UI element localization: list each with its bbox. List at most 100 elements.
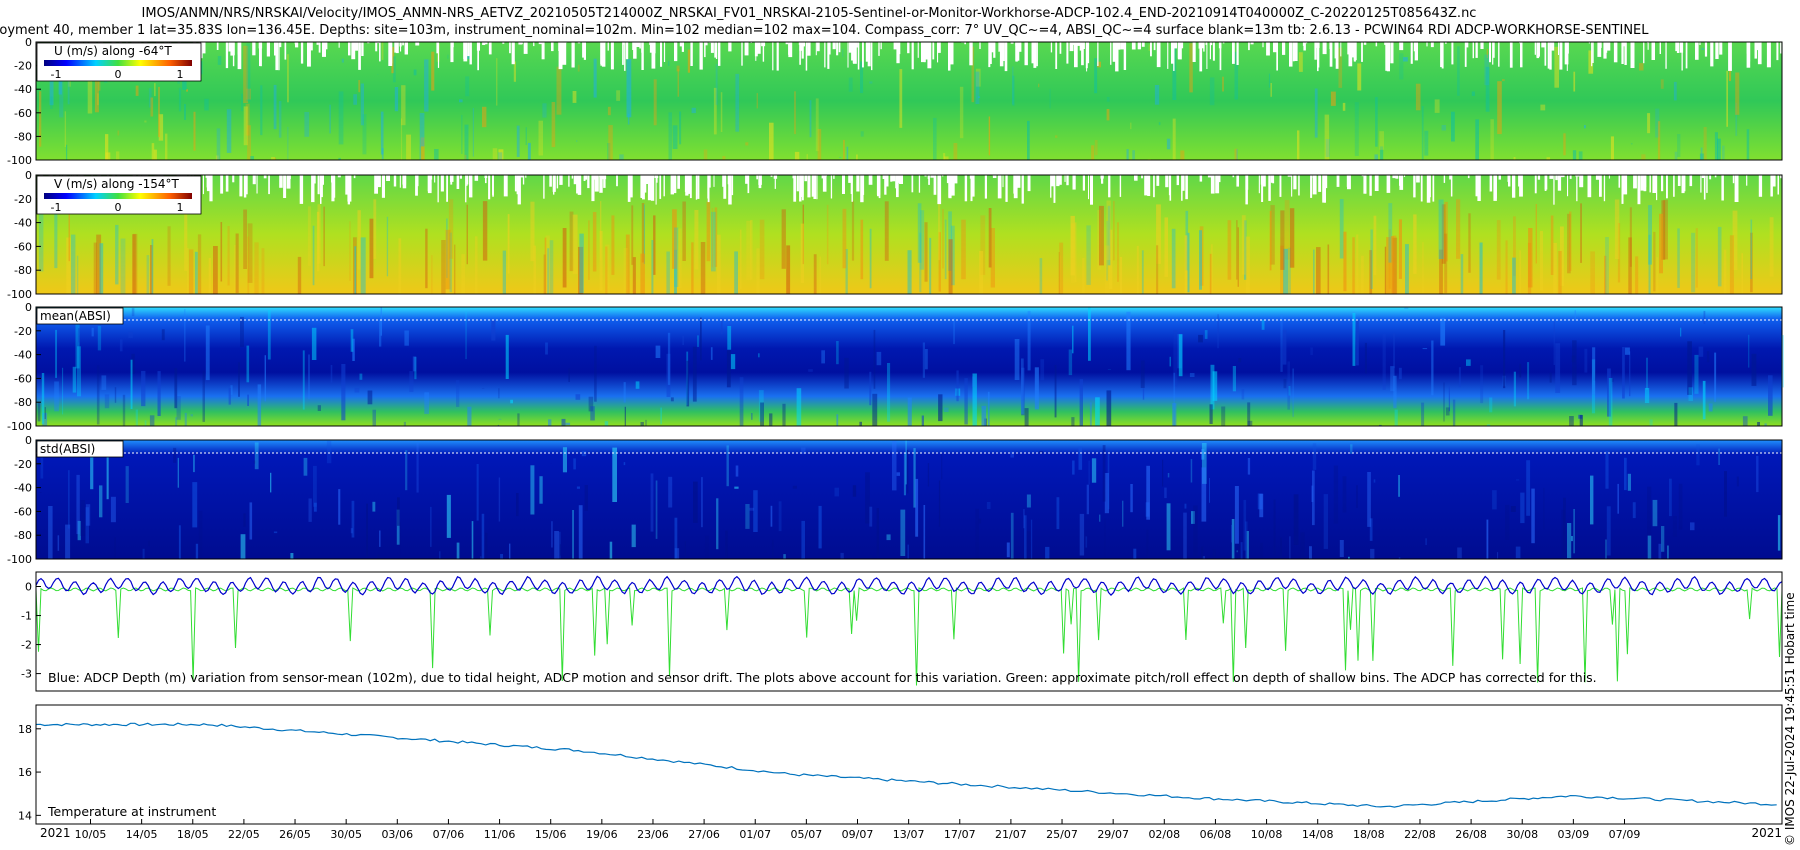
heatmap-gap — [465, 175, 467, 203]
heatmap-gap — [1472, 42, 1474, 59]
heatmap-gap — [964, 42, 966, 45]
heatmap-gap — [1565, 42, 1569, 54]
heatmap-streak — [1438, 199, 1444, 259]
heatmap-streak — [1106, 109, 1110, 121]
y-tick-label: -40 — [14, 349, 32, 362]
heatmap-gap — [1661, 175, 1664, 192]
heatmap-streak — [576, 486, 580, 489]
heatmap-streak — [369, 218, 374, 279]
heatmap-gap — [677, 175, 680, 189]
heatmap-gap — [1312, 175, 1317, 195]
heatmap-gap — [1336, 175, 1340, 187]
heatmap-gap — [1547, 42, 1550, 69]
heatmap-gap — [1173, 42, 1175, 71]
heatmap-streak — [549, 240, 554, 294]
heatmap-streak — [150, 97, 154, 117]
heatmap-gap — [541, 42, 545, 60]
heatmap-streak — [1502, 79, 1505, 82]
y-tick-label: -40 — [14, 217, 32, 230]
heatmap-streak — [660, 407, 662, 425]
heatmap-streak — [1440, 317, 1446, 346]
heatmap-streak — [735, 465, 739, 477]
heatmap-streak — [605, 246, 608, 294]
heatmap-gap — [1475, 42, 1478, 58]
heatmap-streak — [498, 418, 502, 420]
heatmap-streak — [876, 508, 879, 559]
heatmap-gap — [1279, 175, 1282, 197]
heatmap-streak — [907, 544, 909, 559]
heatmap-gap — [1236, 42, 1239, 65]
heatmap-streak — [1490, 119, 1494, 160]
temperature-line — [35, 722, 1777, 808]
heatmap-streak — [609, 541, 613, 559]
heatmap-gap — [1375, 42, 1378, 47]
heatmap-streak — [1094, 58, 1098, 94]
heatmap-streak — [329, 104, 331, 134]
heatmap-streak — [938, 200, 941, 261]
heatmap-streak — [1287, 361, 1290, 410]
heatmap-streak — [1555, 343, 1561, 393]
panel-frame — [35, 174, 1783, 295]
heatmap-streak — [1259, 493, 1264, 518]
heatmap-streak — [941, 453, 943, 480]
heatmap-streak — [944, 219, 947, 280]
heatmap-streak — [572, 214, 578, 275]
heatmap-streak — [420, 137, 425, 160]
heatmap-streak — [1072, 460, 1075, 475]
heatmap-streak — [1212, 371, 1218, 401]
heatmap-streak — [619, 154, 624, 160]
heatmap-streak — [920, 210, 925, 270]
heatmap-gap — [1117, 42, 1121, 50]
heatmap-streak — [764, 550, 767, 553]
heatmap-streak — [1172, 46, 1177, 100]
heatmap-gap — [216, 42, 219, 50]
heatmap-gap — [1450, 175, 1453, 197]
colorbar — [44, 193, 192, 199]
heatmap-gap — [941, 175, 944, 177]
heatmap-streak — [1247, 420, 1253, 426]
heatmap-streak — [817, 129, 822, 160]
heatmap-gap — [1353, 42, 1356, 62]
heatmap-gap — [477, 42, 479, 71]
heatmap-streak — [1661, 526, 1665, 552]
heatmap-streak — [1356, 485, 1358, 508]
heatmap-streak — [404, 330, 409, 346]
heatmap-gap — [1050, 175, 1052, 198]
heatmap-gap — [399, 175, 401, 188]
heatmap-streak — [745, 142, 749, 146]
heatmap-streak — [1113, 200, 1115, 261]
heatmap-gap — [469, 175, 473, 198]
heatmap-gap — [466, 175, 469, 185]
heatmap-streak — [887, 363, 891, 422]
heatmap-gap — [320, 175, 324, 181]
heatmap-gap — [622, 42, 624, 65]
heatmap-gap — [755, 42, 757, 61]
heatmap-streak — [1164, 487, 1167, 499]
heatmap-streak — [1312, 470, 1315, 526]
heatmap-gap — [1704, 42, 1708, 57]
heatmap-gap — [937, 42, 941, 53]
heatmap-gap — [1558, 42, 1559, 55]
heatmap-streak — [198, 510, 203, 559]
heatmap-streak — [749, 507, 755, 511]
heatmap-gap — [603, 175, 606, 188]
heatmap-streak — [431, 255, 433, 294]
heatmap-gap — [252, 175, 256, 185]
heatmap-streak — [1099, 205, 1104, 266]
heatmap-gap — [252, 42, 256, 56]
heatmap-gap — [1653, 175, 1657, 184]
heatmap-streak — [579, 233, 584, 294]
heatmap-streak — [1607, 368, 1611, 417]
heatmap-streak — [132, 234, 136, 294]
heatmap-gap — [1201, 42, 1205, 49]
heatmap-gap — [1110, 42, 1112, 65]
heatmap-gap — [1414, 42, 1418, 61]
heatmap-streak — [1724, 471, 1727, 517]
heatmap-streak — [1367, 472, 1371, 527]
heatmap-streak — [135, 85, 139, 96]
heatmap-streak — [513, 61, 516, 82]
heatmap-streak — [1413, 214, 1417, 274]
heatmap-gap — [523, 42, 528, 54]
heatmap-gap — [582, 42, 585, 58]
heatmap-streak — [1094, 140, 1098, 156]
